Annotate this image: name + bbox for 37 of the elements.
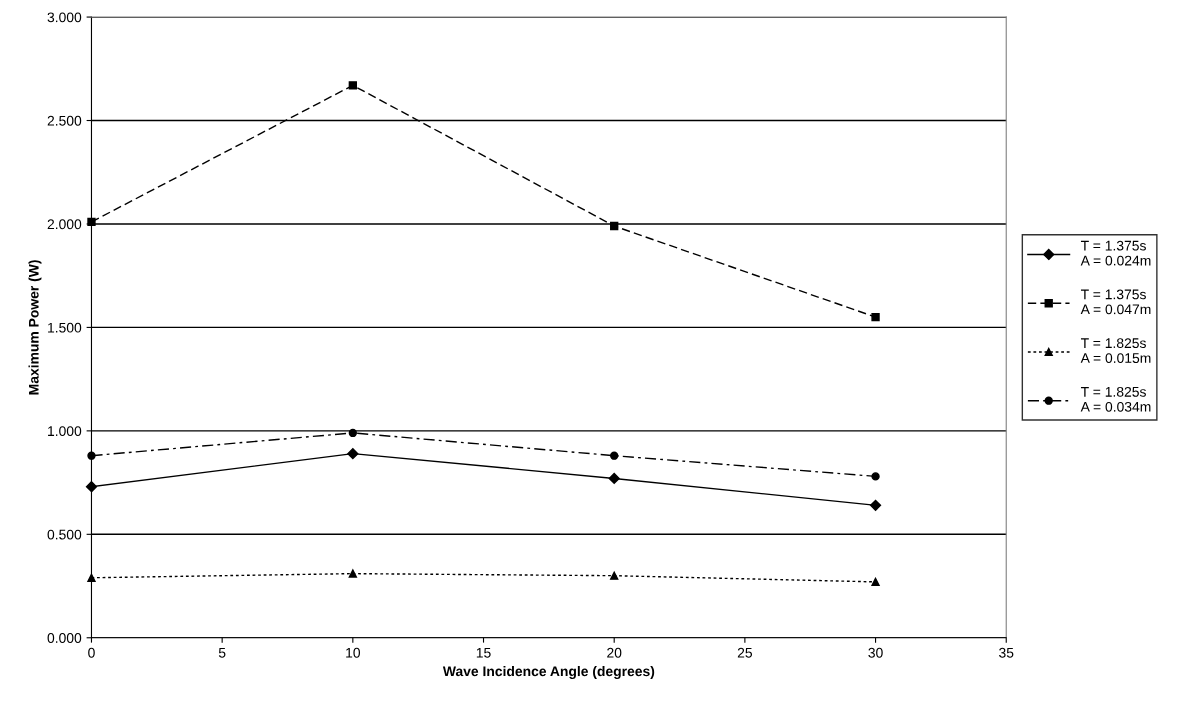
point (871, 472, 880, 481)
point (87, 573, 96, 582)
legend-label: T = 1.825s A = 0.015m (1080, 338, 1151, 363)
point (871, 577, 880, 587)
y-tick-label: 1.000 (48, 426, 82, 437)
point (87, 451, 96, 460)
x-tick-label: 30 (868, 647, 883, 658)
y-tick-label: 3.000 (47, 12, 82, 23)
x-axis-title: Wave Incidence Angle (degrees) (442, 665, 655, 679)
x-tick-label: 15 (476, 648, 491, 658)
point (610, 221, 619, 231)
point (348, 81, 358, 90)
x-tick-label: 20 (607, 647, 622, 658)
legend-label: T = 1.825s A = 0.034m (1080, 386, 1151, 412)
y-tick-label: 0.500 (47, 529, 82, 540)
x-tick-label: 35 (999, 647, 1014, 658)
y-tick-label: 2.000 (47, 219, 82, 230)
x-tick-label: 10 (346, 647, 361, 658)
legend-label: T = 1.375s A = 0.047m (1080, 289, 1151, 315)
x-tick-label: 25 (737, 647, 753, 658)
point (869, 499, 882, 511)
point (608, 472, 620, 485)
legend-label: T = 1.375s A = 0.024m (1080, 240, 1151, 266)
x-tick-label: 0 (88, 647, 95, 658)
y-axis-title: Maximum Power (W) (28, 260, 42, 395)
y-tick-label: 2.500 (47, 115, 82, 126)
point (347, 448, 359, 460)
point (348, 569, 358, 578)
point (871, 312, 880, 322)
point (348, 428, 358, 438)
point (610, 571, 619, 580)
y-tick-label: 1.500 (48, 322, 82, 333)
point (87, 217, 96, 227)
point (85, 481, 98, 493)
x-tick-label: 5 (218, 648, 226, 658)
y-tick-label: 0.000 (47, 633, 82, 643)
point (610, 451, 619, 460)
